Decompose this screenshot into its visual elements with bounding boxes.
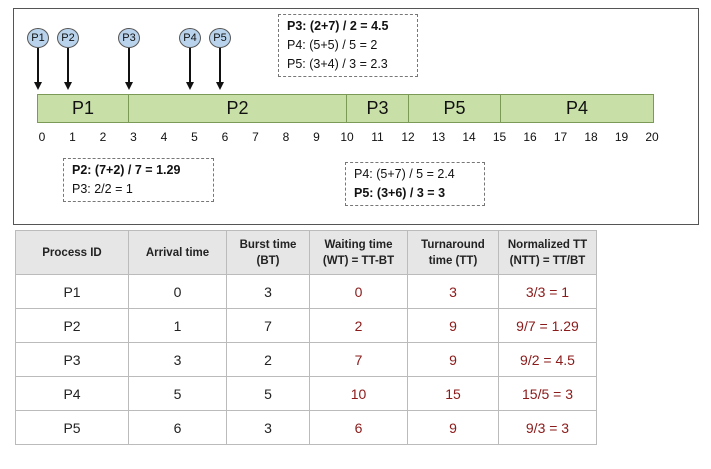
column-header: Normalized TT (NTT) = TT/BT [498, 230, 597, 275]
table-cell: 3 [226, 410, 310, 445]
table-cell: 0 [309, 274, 408, 309]
note-line: P5: (3+4) / 3 = 2.3 [287, 57, 388, 71]
column-header: Turnaround time (TT) [407, 230, 499, 275]
ratio-note-time-10: P3: (2+7) / 2 = 4.5 P4: (5+5) / 5 = 2 P5… [278, 14, 418, 77]
table-cell: 5 [226, 376, 310, 411]
arrival-arrowhead-p1 [34, 82, 42, 90]
table-cell: 0 [128, 274, 227, 309]
time-tick: 4 [160, 130, 168, 144]
table-row: P1 0 3 0 3 3/3 = 1 [15, 274, 597, 309]
time-tick: 12 [401, 130, 415, 144]
process-table: Process ID Arrival time Burst time (BT) … [15, 230, 597, 445]
time-tick: 1 [69, 130, 76, 144]
time-tick: 0 [38, 130, 46, 144]
table-cell: 6 [128, 410, 227, 445]
arrival-arrowhead-p2 [64, 82, 72, 90]
table-cell: 9 [407, 410, 499, 445]
table-cell: 9/7 = 1.29 [498, 308, 597, 343]
table-cell: 9/2 = 4.5 [498, 342, 597, 377]
time-tick: 11 [371, 130, 384, 144]
table-cell: 15 [407, 376, 499, 411]
table-cell: 9 [407, 342, 499, 377]
ratio-note-time-3: P2: (7+2) / 7 = 1.29 P3: 2/2 = 1 [63, 158, 214, 202]
note-line: P5: (3+6) / 3 = 3 [354, 186, 446, 200]
gantt-segment-p5: P5 [408, 94, 501, 123]
table-row: P4 5 5 10 15 15/5 = 3 [15, 376, 597, 411]
column-header: Waiting time (WT) = TT-BT [309, 230, 408, 275]
table-cell: P3 [15, 342, 129, 377]
arrival-marker-p5: P5 [209, 28, 231, 48]
arrival-arrow-p4 [189, 48, 191, 82]
column-header: Arrival time [128, 230, 227, 275]
column-header: Process ID [15, 230, 129, 275]
time-tick: 15 [492, 130, 507, 144]
table-header-row: Process ID Arrival time Burst time (BT) … [15, 230, 597, 275]
time-tick: 7 [252, 130, 259, 144]
arrival-arrow-p1 [37, 48, 39, 82]
table-cell: P4 [15, 376, 129, 411]
gantt-segment-p1: P1 [37, 94, 129, 123]
table-cell: P1 [15, 274, 129, 309]
table-cell: 3 [407, 274, 499, 309]
arrival-arrow-p2 [67, 48, 69, 82]
time-tick: 14 [462, 130, 476, 144]
note-line: P2: (7+2) / 7 = 1.29 [72, 163, 181, 177]
time-tick: 6 [221, 130, 229, 144]
table-row: P2 1 7 2 9 9/7 = 1.29 [15, 308, 597, 343]
note-line: P4: (5+7) / 5 = 2.4 [354, 167, 455, 181]
table-cell: 9 [407, 308, 499, 343]
arrival-marker-p4: P4 [179, 28, 201, 48]
table-cell: 2 [309, 308, 408, 343]
ratio-note-time-12: P4: (5+7) / 5 = 2.4 P5: (3+6) / 3 = 3 [345, 162, 485, 206]
time-tick: 8 [282, 130, 290, 144]
time-tick: 19 [614, 130, 629, 144]
table-row: P3 3 2 7 9 9/2 = 4.5 [15, 342, 597, 377]
table-cell: 10 [309, 376, 408, 411]
table-cell: 7 [309, 342, 408, 377]
table-cell: 1 [128, 308, 227, 343]
table-cell: 5 [128, 376, 227, 411]
table-cell: P2 [15, 308, 129, 343]
arrival-arrow-p3 [128, 48, 130, 82]
table-cell: 3 [226, 274, 310, 309]
arrival-arrowhead-p4 [186, 82, 194, 90]
time-tick: 2 [99, 130, 107, 144]
note-line: P3: (2+7) / 2 = 4.5 [287, 19, 389, 33]
arrival-arrow-p5 [219, 48, 221, 82]
table-row: P5 6 3 6 9 9/3 = 3 [15, 410, 597, 445]
arrival-arrowhead-p3 [125, 82, 133, 90]
arrival-marker-p2: P2 [57, 28, 79, 48]
arrival-arrowhead-p5 [216, 82, 224, 90]
note-line: P4: (5+5) / 5 = 2 [287, 38, 378, 52]
arrival-marker-p3: P3 [118, 28, 140, 48]
note-line: P3: 2/2 = 1 [72, 182, 133, 196]
arrival-marker-p1: P1 [27, 28, 49, 48]
time-tick: 18 [584, 130, 598, 144]
time-tick: 16 [523, 130, 537, 144]
time-tick: 13 [431, 130, 446, 144]
table-cell: 9/3 = 3 [498, 410, 597, 445]
time-tick: 20 [645, 130, 659, 144]
table-cell: 3 [128, 342, 227, 377]
table-cell: 6 [309, 410, 408, 445]
time-tick: 5 [191, 130, 198, 144]
gantt-segment-p2: P2 [128, 94, 347, 123]
time-tick: 3 [130, 130, 137, 144]
time-tick: 10 [340, 130, 354, 144]
table-cell: 15/5 = 3 [498, 376, 597, 411]
column-header: Burst time (BT) [226, 230, 310, 275]
table-cell: 2 [226, 342, 310, 377]
gantt-segment-p3: P3 [346, 94, 409, 123]
time-tick: 9 [313, 130, 320, 144]
table-cell: 7 [226, 308, 310, 343]
time-tick: 17 [553, 130, 568, 144]
table-cell: 3/3 = 1 [498, 274, 597, 309]
gantt-segment-p4: P4 [500, 94, 654, 123]
table-cell: P5 [15, 410, 129, 445]
